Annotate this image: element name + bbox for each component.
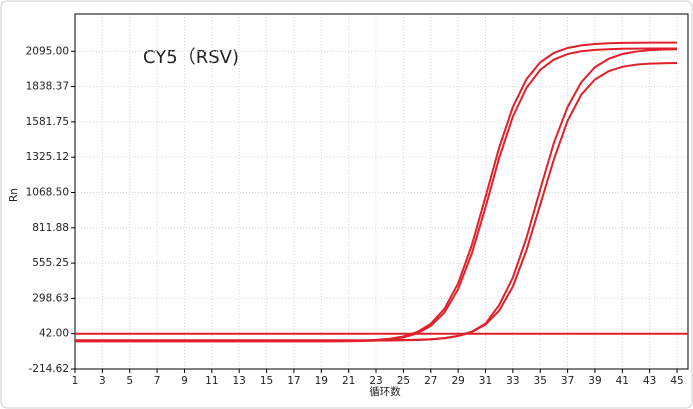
x-tick-label: 27: [424, 375, 437, 387]
x-tick-label: 41: [616, 375, 629, 387]
y-tick-label: 1325.12: [26, 151, 69, 163]
x-tick-label: 13: [233, 375, 246, 387]
amplification-curve: [75, 61, 678, 342]
y-tick-label: 555.25: [32, 257, 69, 269]
x-tick-label: 39: [588, 375, 601, 387]
chart-title: CY5（RSV): [143, 47, 239, 68]
x-tick-label: 23: [369, 375, 382, 387]
x-tick-label: 35: [534, 375, 547, 387]
y-tick-label: 1581.75: [26, 116, 69, 128]
x-tick-label: 11: [205, 375, 218, 387]
plot-frame: [74, 13, 689, 370]
y-tick-label: 2095.00: [26, 45, 69, 57]
x-axis-label: 循环数: [369, 385, 401, 398]
x-tick-label: 3: [99, 375, 106, 387]
x-tick-label: 1: [72, 375, 79, 387]
x-tick-label: 21: [342, 375, 355, 387]
y-tick-label: 1068.50: [26, 186, 69, 198]
x-tick-label: 43: [643, 375, 656, 387]
x-tick-label: 33: [506, 375, 519, 387]
x-tick-label: 31: [479, 375, 492, 387]
x-tick-label: 7: [154, 375, 161, 387]
x-tick-label: 15: [260, 375, 273, 387]
x-tick-label: 45: [670, 375, 683, 387]
x-tick-label: 37: [561, 375, 574, 387]
x-tick-label: 25: [397, 375, 410, 387]
x-tick-label: 5: [126, 375, 133, 387]
y-tick-label: 298.63: [32, 292, 69, 304]
y-tick-label: 42.00: [39, 328, 69, 340]
y-tick-label: 811.88: [32, 222, 69, 234]
x-tick-label: 29: [451, 375, 464, 387]
y-tick-label: 1838.37: [26, 81, 69, 93]
x-tick-label: 9: [181, 375, 188, 387]
x-tick-label: 17: [287, 375, 300, 387]
y-tick-label: -214.62: [28, 363, 69, 375]
x-tick-label: 19: [315, 375, 328, 387]
y-axis-label: Rn: [8, 188, 20, 202]
